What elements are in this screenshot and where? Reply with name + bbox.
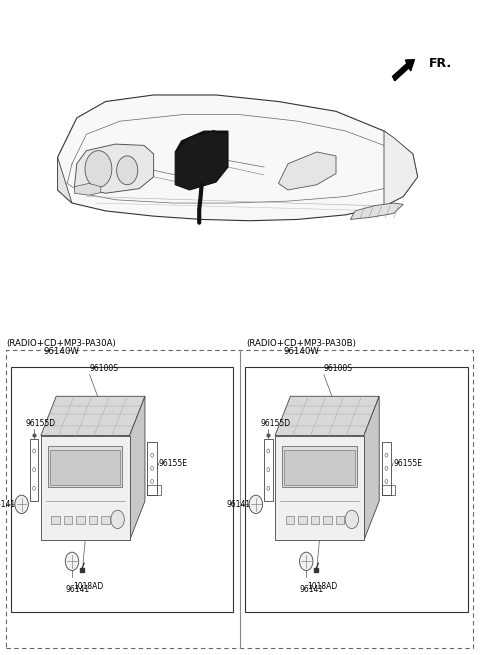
Bar — [11, 367, 233, 612]
Bar — [147, 442, 157, 495]
Text: 1018AD: 1018AD — [73, 582, 103, 591]
Bar — [284, 450, 355, 485]
Bar — [323, 516, 332, 524]
Text: 1018AD: 1018AD — [307, 582, 337, 591]
Circle shape — [15, 495, 28, 514]
Circle shape — [65, 552, 79, 571]
Bar — [76, 516, 85, 524]
Text: (RADIO+CD+MP3-PA30A): (RADIO+CD+MP3-PA30A) — [7, 339, 116, 348]
Polygon shape — [58, 157, 72, 203]
Text: 96141: 96141 — [65, 585, 89, 594]
Polygon shape — [74, 183, 101, 195]
Bar — [382, 485, 395, 495]
Text: FR.: FR. — [429, 57, 452, 70]
Bar — [114, 516, 122, 524]
Circle shape — [151, 466, 154, 470]
Polygon shape — [275, 436, 364, 540]
Text: 96155D: 96155D — [26, 419, 56, 428]
Polygon shape — [384, 131, 418, 206]
Circle shape — [151, 453, 154, 457]
Circle shape — [85, 151, 112, 187]
Text: 96141: 96141 — [0, 500, 16, 509]
Circle shape — [267, 468, 270, 472]
Circle shape — [33, 468, 36, 472]
Bar — [147, 485, 161, 495]
Text: 96141: 96141 — [226, 500, 250, 509]
Bar — [64, 516, 72, 524]
Text: 96155E: 96155E — [393, 458, 422, 468]
Bar — [382, 442, 391, 495]
Circle shape — [345, 510, 359, 529]
Circle shape — [33, 449, 36, 453]
Bar — [50, 450, 120, 485]
Bar — [30, 439, 38, 500]
Polygon shape — [175, 131, 228, 190]
Text: 96100S: 96100S — [324, 364, 353, 373]
Polygon shape — [74, 144, 154, 193]
Circle shape — [33, 486, 36, 490]
Bar — [245, 367, 468, 612]
Text: 96141: 96141 — [300, 585, 324, 594]
Polygon shape — [130, 396, 145, 540]
Polygon shape — [278, 152, 336, 190]
Bar — [286, 516, 294, 524]
Bar — [48, 446, 122, 487]
Polygon shape — [58, 95, 418, 221]
Circle shape — [267, 449, 270, 453]
Bar — [51, 516, 60, 524]
Text: 96155E: 96155E — [159, 458, 188, 468]
Polygon shape — [364, 396, 379, 540]
Bar — [311, 516, 319, 524]
Bar — [298, 516, 307, 524]
Bar — [6, 350, 473, 648]
Bar — [264, 439, 273, 500]
Bar — [348, 516, 357, 524]
Circle shape — [300, 552, 313, 571]
Text: 96100S: 96100S — [90, 364, 119, 373]
Bar — [89, 516, 97, 524]
Text: 96140W: 96140W — [44, 347, 79, 356]
Circle shape — [385, 466, 388, 470]
Circle shape — [267, 486, 270, 490]
Polygon shape — [41, 436, 130, 540]
Bar — [101, 516, 110, 524]
Circle shape — [385, 453, 388, 457]
FancyArrow shape — [393, 60, 414, 81]
Circle shape — [117, 156, 138, 185]
Text: (RADIO+CD+MP3-PA30B): (RADIO+CD+MP3-PA30B) — [247, 339, 356, 348]
Circle shape — [385, 479, 388, 483]
Circle shape — [151, 479, 154, 483]
Circle shape — [111, 510, 124, 529]
Bar — [336, 516, 344, 524]
Text: 96155D: 96155D — [260, 419, 290, 428]
Bar — [282, 446, 357, 487]
Polygon shape — [175, 131, 228, 152]
Polygon shape — [275, 396, 379, 436]
Text: 96140W: 96140W — [284, 347, 319, 356]
Circle shape — [249, 495, 263, 514]
Polygon shape — [350, 203, 403, 219]
Polygon shape — [41, 396, 145, 436]
